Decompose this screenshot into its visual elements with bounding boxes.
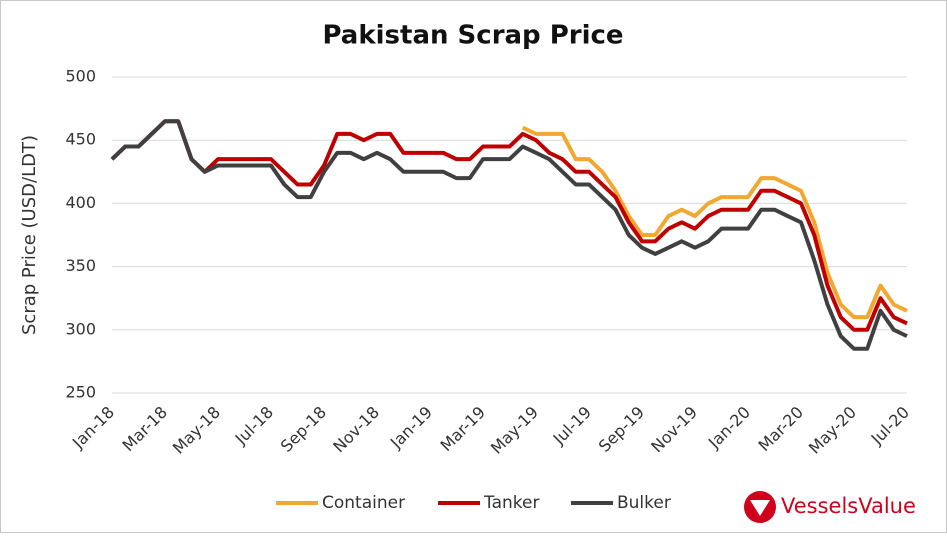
y-tick-label: 400 (65, 193, 96, 212)
y-axis-label: Scrap Price (USD/LDT) (19, 135, 40, 335)
y-tick-label: 350 (65, 256, 96, 275)
chart-title: Pakistan Scrap Price (322, 21, 623, 51)
y-tick-label: 300 (65, 319, 96, 338)
legend-label: Tanker (483, 493, 539, 513)
y-tick-label: 250 (65, 383, 96, 402)
series-line (521, 125, 908, 320)
brand-name: VesselsValue (781, 494, 916, 518)
series-line (110, 119, 908, 332)
legend-label: Container (322, 493, 405, 513)
series-line (110, 119, 908, 351)
brand-logo (744, 491, 776, 523)
y-tick-label: 500 (65, 67, 96, 86)
y-tick-label: 450 (65, 130, 96, 149)
legend-label: Bulker (617, 493, 671, 513)
